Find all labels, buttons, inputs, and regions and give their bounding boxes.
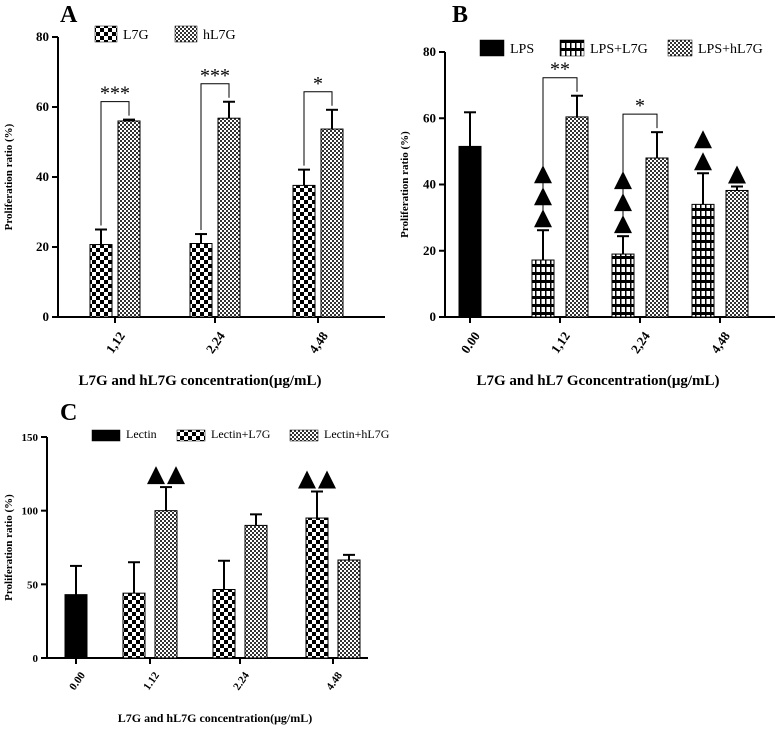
y-tick-label: 50: [27, 579, 39, 591]
x-tick-label: 2,24: [203, 328, 229, 356]
x-axis-title: L7G and hL7 Gconcentration(μg/mL): [476, 373, 719, 389]
y-tick-label: 0: [33, 653, 39, 665]
panel-c-chart: 0 50 100 150 Proliferation ratio (%) 0.00 1.12…: [3, 427, 390, 725]
significance-label: *: [635, 95, 645, 117]
x-tick-label: 1,12: [548, 329, 573, 356]
panel-letter-b: B: [452, 2, 468, 28]
bar-c-lectin-l7g: [122, 592, 146, 659]
bar-c-lectin-hl7g: [337, 559, 361, 659]
triangle-marker: [694, 152, 712, 171]
y-tick-label: 60: [423, 110, 436, 125]
significance-bracket: [100, 101, 130, 226]
bar-b-lps-hl7g: [725, 189, 749, 318]
triangle-marker: [728, 165, 746, 184]
legend-label-c: Lectin+L7G: [211, 427, 271, 441]
y-tick-label: 40: [423, 177, 436, 192]
y-axis-title: Proliferation ratio (%): [399, 131, 411, 238]
legend-label-b: LPS+hL7G: [698, 42, 763, 57]
x-tick-label: 4,48: [306, 328, 332, 356]
significance-bracket: [303, 91, 333, 166]
legend-swatch-a: [174, 25, 198, 43]
y-tick-label: 40: [36, 169, 49, 184]
x-tick-label: 4.48: [324, 670, 345, 693]
bar-a-l7g: [89, 244, 113, 318]
bar-b-lps-l7g: [611, 253, 635, 318]
triangle-marker: [534, 187, 552, 206]
significance-label: ***: [100, 83, 130, 105]
bar-a-l7g: [189, 243, 213, 318]
bar-c-lectin: [64, 594, 88, 659]
y-tick-label: 0: [430, 309, 437, 324]
bar-a-hl7g: [320, 128, 344, 318]
triangle-marker: [298, 470, 316, 489]
bar-c-lectin-hl7g: [244, 524, 268, 659]
triangle-marker: [167, 466, 185, 485]
legend-swatch-c: [91, 429, 121, 442]
legend-swatch-b: [479, 39, 505, 57]
x-tick-label: 0.00: [67, 670, 88, 693]
y-axis-title: Proliferation ratio (%): [3, 494, 15, 601]
y-axis-title: Proliferation ratio (%): [3, 123, 15, 230]
y-tick-label: 0: [43, 309, 50, 324]
x-axis-title: L7G and hL7G concentration(μg/mL): [118, 711, 312, 725]
bar-a-hl7g: [217, 117, 241, 318]
bar-a-l7g: [292, 184, 316, 318]
legend-swatch-b: [667, 39, 693, 57]
significance-bracket: [200, 83, 230, 231]
triangle-marker: [534, 165, 552, 184]
legend-swatch-c: [176, 429, 206, 442]
bar-b-lps-hl7g: [565, 116, 589, 318]
y-tick-label: 100: [22, 506, 39, 518]
significance-label: *: [313, 73, 323, 95]
legend-label-c: Lectin: [126, 427, 157, 441]
triangle-marker: [614, 171, 632, 190]
legend-label-b: LPS+L7G: [590, 42, 648, 57]
significance-label: ***: [200, 65, 230, 87]
x-axis-title: L7G and hL7G concentration(μg/mL): [78, 373, 321, 389]
legend-label-c: Lectin+hL7G: [324, 427, 390, 441]
bar-c-lectin-l7g: [305, 517, 329, 659]
triangle-marker: [614, 215, 632, 234]
y-tick-label: 80: [36, 29, 49, 44]
triangle-marker: [694, 130, 712, 149]
bar-c-lectin-l7g: [212, 588, 236, 659]
panel-a-chart: 0 20 40 60 80 Proliferation ratio (%) 1,12 2,24…: [3, 25, 385, 389]
triangle-marker: [147, 466, 165, 485]
panel-b-chart: 0 20 40 60 80 Proliferation ratio (%) 0.00 1,12…: [399, 39, 775, 389]
legend-label-a: hL7G: [203, 28, 236, 43]
y-tick-label: 150: [22, 432, 39, 444]
significance-label: **: [550, 59, 570, 81]
triangle-marker: [534, 209, 552, 228]
x-tick-label: 2,24: [628, 328, 654, 356]
triangle-marker: [318, 470, 336, 489]
x-tick-label: 2.24: [231, 670, 252, 693]
y-tick-label: 60: [36, 99, 49, 114]
x-tick-label: 4,48: [708, 328, 734, 356]
x-tick-label: 1.12: [141, 670, 162, 693]
x-tick-label: 0.00: [458, 329, 483, 356]
panel-letter-c: C: [60, 400, 77, 426]
bar-b-lps-l7g: [691, 203, 715, 318]
y-tick-label: 20: [423, 243, 436, 258]
significance-bracket: [542, 77, 578, 227]
legend-swatch-c: [289, 429, 319, 442]
bar-a-hl7g: [117, 120, 141, 318]
legend-swatch-a: [94, 25, 118, 43]
bar-b-lps: [458, 145, 482, 318]
x-tick-label: 1,12: [103, 329, 128, 356]
panel-letter-a: A: [60, 2, 78, 28]
y-tick-label: 80: [423, 44, 436, 59]
legend-label-a: L7G: [123, 28, 149, 43]
legend-swatch-b: [559, 39, 585, 57]
bar-b-lps-l7g: [531, 259, 555, 318]
triangle-marker: [614, 193, 632, 212]
bar-b-lps-hl7g: [645, 157, 669, 318]
bar-c-lectin-hl7g: [154, 510, 178, 659]
legend-label-b: LPS: [510, 42, 534, 57]
y-tick-label: 20: [36, 239, 49, 254]
